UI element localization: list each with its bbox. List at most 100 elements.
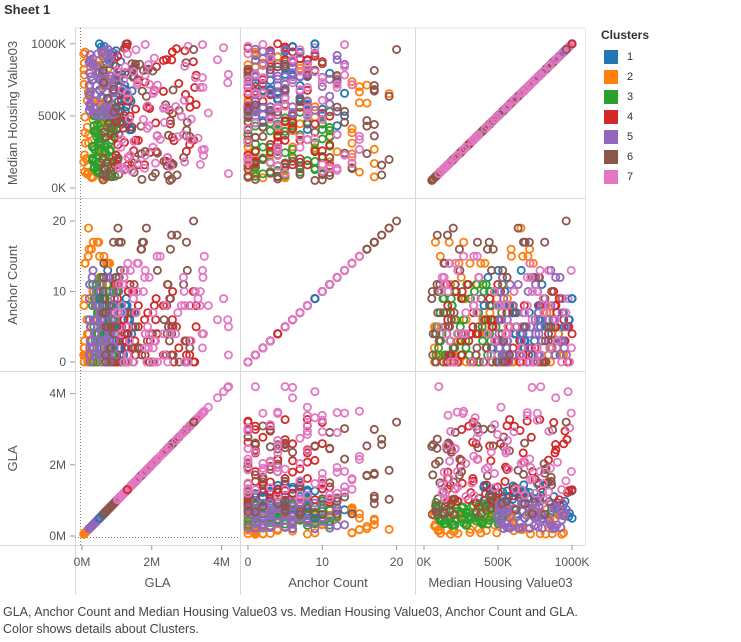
data-point[interactable] [510, 308, 520, 318]
data-point[interactable] [502, 506, 512, 516]
data-point[interactable] [172, 230, 182, 240]
data-point[interactable] [520, 322, 530, 332]
data-point[interactable] [536, 382, 546, 392]
data-point[interactable] [250, 69, 260, 79]
data-point[interactable] [117, 308, 127, 318]
data-point[interactable] [120, 62, 130, 72]
data-point[interactable] [295, 169, 305, 179]
data-point[interactable] [168, 350, 178, 360]
data-point[interactable] [518, 457, 528, 467]
data-point[interactable] [302, 473, 312, 483]
data-point[interactable] [273, 408, 283, 418]
data-point[interactable] [563, 387, 573, 397]
data-point[interactable] [113, 223, 123, 233]
data-point[interactable] [544, 301, 554, 311]
data-point[interactable] [143, 60, 153, 70]
data-point[interactable] [317, 410, 327, 420]
data-point[interactable] [522, 272, 532, 282]
data-point[interactable] [535, 466, 545, 476]
data-point[interactable] [80, 167, 90, 177]
data-point[interactable] [138, 468, 148, 478]
data-point[interactable] [504, 491, 514, 501]
data-point[interactable] [179, 152, 189, 162]
data-point[interactable] [120, 106, 130, 116]
data-point[interactable] [340, 408, 350, 418]
data-point[interactable] [288, 467, 298, 477]
data-point[interactable] [180, 90, 190, 100]
data-point[interactable] [191, 322, 201, 332]
data-point[interactable] [87, 173, 97, 183]
legend-item-5[interactable]: 5 [601, 127, 721, 147]
data-point[interactable] [461, 458, 471, 468]
data-point[interactable] [101, 322, 111, 332]
data-point[interactable] [280, 101, 290, 111]
data-point[interactable] [265, 68, 275, 78]
data-point[interactable] [544, 61, 554, 71]
data-point[interactable] [288, 393, 298, 403]
data-point[interactable] [165, 294, 175, 304]
data-point[interactable] [193, 133, 203, 143]
data-point[interactable] [354, 134, 364, 144]
data-point[interactable] [190, 83, 200, 93]
data-point[interactable] [99, 78, 109, 88]
data-point[interactable] [377, 434, 387, 444]
data-point[interactable] [83, 251, 93, 261]
data-point[interactable] [510, 484, 520, 494]
data-point[interactable] [85, 100, 95, 110]
data-point[interactable] [518, 251, 528, 261]
data-point[interactable] [295, 476, 305, 486]
data-point[interactable] [288, 123, 298, 133]
data-point[interactable] [317, 474, 327, 484]
data-point[interactable] [133, 286, 143, 296]
data-point[interactable] [567, 485, 577, 495]
data-point[interactable] [94, 39, 104, 49]
data-point[interactable] [130, 343, 140, 353]
data-point[interactable] [369, 515, 379, 525]
data-point[interactable] [472, 308, 482, 318]
data-point[interactable] [135, 59, 145, 69]
data-point[interactable] [561, 322, 571, 332]
data-point[interactable] [325, 140, 335, 150]
data-point[interactable] [243, 105, 253, 115]
data-point[interactable] [129, 357, 139, 367]
data-point[interactable] [430, 459, 440, 469]
data-point[interactable] [518, 448, 528, 458]
data-point[interactable] [197, 329, 207, 339]
data-point[interactable] [79, 301, 89, 311]
data-point[interactable] [140, 466, 150, 476]
data-point[interactable] [280, 61, 290, 71]
data-point[interactable] [340, 492, 350, 502]
data-point[interactable] [503, 435, 513, 445]
data-point[interactable] [458, 408, 468, 418]
data-point[interactable] [439, 493, 449, 503]
legend-item-1[interactable]: 1 [601, 47, 721, 67]
data-point[interactable] [354, 525, 364, 535]
data-point[interactable] [531, 329, 541, 339]
data-point[interactable] [317, 427, 327, 437]
data-point[interactable] [325, 493, 335, 503]
data-point[interactable] [439, 508, 449, 518]
data-point[interactable] [446, 315, 456, 325]
data-point[interactable] [347, 158, 357, 168]
data-point[interactable] [490, 483, 500, 493]
data-point[interactable] [332, 408, 342, 418]
data-point[interactable] [317, 439, 327, 449]
data-point[interactable] [463, 279, 473, 289]
data-point[interactable] [180, 61, 190, 71]
data-point[interactable] [362, 441, 372, 451]
legend-item-6[interactable]: 6 [601, 147, 721, 167]
data-point[interactable] [288, 78, 298, 88]
data-point[interactable] [164, 336, 174, 346]
data-point[interactable] [480, 315, 490, 325]
data-point[interactable] [101, 350, 111, 360]
data-point[interactable] [123, 49, 133, 59]
data-point[interactable] [567, 329, 577, 339]
data-point[interactable] [163, 152, 173, 162]
data-point[interactable] [532, 286, 542, 296]
data-point[interactable] [317, 110, 327, 120]
data-point[interactable] [505, 279, 515, 289]
data-point[interactable] [494, 286, 504, 296]
data-point[interactable] [340, 466, 350, 476]
data-point[interactable] [474, 428, 484, 438]
data-point[interactable] [288, 55, 298, 65]
